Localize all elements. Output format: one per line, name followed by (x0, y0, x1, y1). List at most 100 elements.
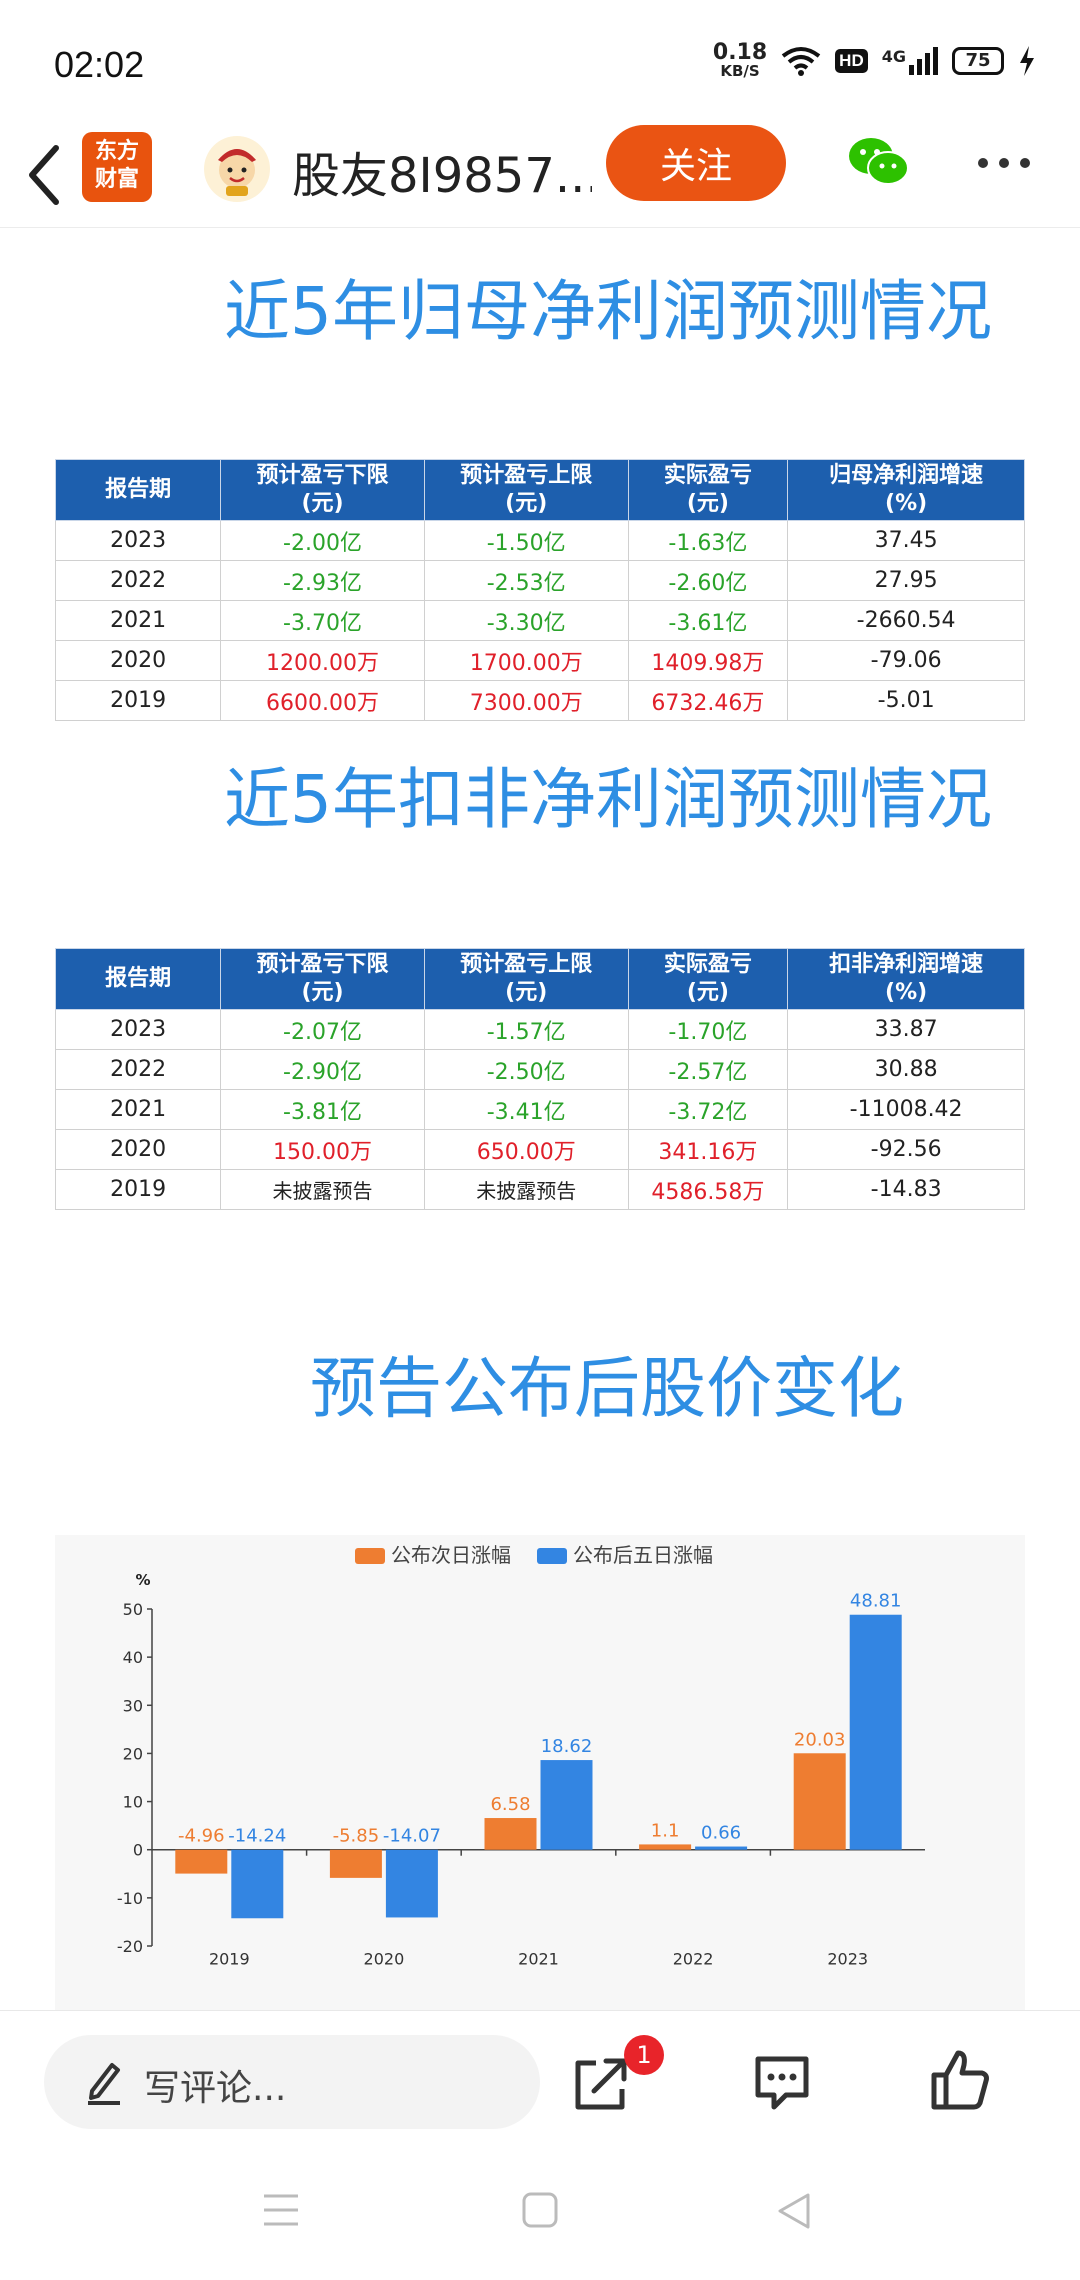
avatar-mascot-icon (218, 149, 256, 196)
y-tick-label: 10 (123, 1793, 143, 1812)
back-icon[interactable] (22, 140, 66, 210)
share-icon[interactable] (572, 2057, 630, 2111)
table-cell: -92.56 (787, 1129, 1025, 1170)
charging-icon (1020, 45, 1034, 76)
logo-line1: 东方 (94, 139, 139, 164)
x-tick-label: 2019 (209, 1950, 250, 1969)
data-label: -5.85 (333, 1826, 380, 1847)
table-cell: 341.16万 (627, 1129, 789, 1170)
bar-next-day (793, 1753, 846, 1850)
table-cell: 6732.46万 (627, 680, 789, 721)
table-cell: 2020 (54, 640, 222, 681)
table-cell: 2019 (54, 680, 222, 721)
username[interactable]: 股友8I9857... (292, 148, 592, 204)
data-label: 1.1 (651, 1820, 680, 1841)
legend-label: 公布后五日涨幅 (573, 1543, 713, 1567)
hd-icon: HD (835, 48, 868, 73)
x-tick-label: 2020 (364, 1950, 405, 1969)
x-tick-label: 2023 (827, 1950, 868, 1969)
table-cell: 2022 (54, 1049, 222, 1090)
table-header-cell: 实际盈亏 (元) (627, 948, 789, 1010)
table-header-cell: 报告期 (54, 948, 222, 1010)
table-cell: -1.57亿 (423, 1009, 629, 1050)
table-header-cell: 实际盈亏 (元) (627, 459, 789, 521)
recent-apps-icon[interactable] (262, 2192, 300, 2228)
table-cell: -14.83 (787, 1169, 1025, 1210)
table-cell: -11008.42 (787, 1089, 1025, 1130)
table-cell: 150.00万 (220, 1129, 425, 1170)
table-cell: 7300.00万 (423, 680, 629, 721)
table-cell: -2.60亿 (627, 560, 789, 601)
avatar[interactable] (204, 136, 270, 202)
table-cell: 27.95 (787, 560, 1025, 601)
table-cell: 650.00万 (423, 1129, 629, 1170)
table-cell: -3.70亿 (220, 600, 425, 641)
table-cell: 2021 (54, 1089, 222, 1130)
table-cell: -1.63亿 (627, 520, 789, 561)
y-tick-label: 40 (123, 1648, 143, 1667)
like-icon[interactable] (930, 2049, 990, 2111)
data-label: 18.62 (541, 1736, 593, 1757)
table-header-cell: 预计盈亏下限 (元) (220, 459, 425, 521)
bar-five-day (231, 1849, 284, 1919)
table-cell: 33.87 (787, 1009, 1025, 1050)
table-cell: 1700.00万 (423, 640, 629, 681)
status-icons: 0.18 KB/S HD 4G 75 (713, 42, 1036, 79)
table-row: 2019 6600.00万 7300.00万 6732.46万 -5.01 (54, 680, 1025, 721)
table-cell: 2023 (54, 520, 222, 561)
table-header-cell: 预计盈亏上限 (元) (423, 948, 629, 1010)
network-type: 4G (881, 46, 906, 66)
y-axis-label: % (135, 1571, 150, 1589)
table-cell: -3.81亿 (220, 1089, 425, 1130)
status-time: 02:02 (54, 44, 145, 85)
table-header-cell: 报告期 (54, 459, 222, 521)
follow-button[interactable]: 关注 (606, 125, 786, 201)
comment-input[interactable]: 写评论... (44, 2035, 540, 2129)
share-count-badge: 1 (624, 2035, 664, 2075)
bar-next-day (484, 1818, 537, 1850)
table-cell: -2.90亿 (220, 1049, 425, 1090)
table-header-cell: 预计盈亏上限 (元) (423, 459, 629, 521)
status-bar: 02:02 0.18 KB/S HD 4G 75 (0, 0, 1080, 120)
y-tick-label: 0 (133, 1841, 143, 1860)
network-speed-value: 0.18 (712, 40, 768, 65)
network-speed-unit: KB/S (720, 62, 760, 80)
data-label: -4.96 (178, 1826, 225, 1847)
table-header-cell: 扣非净利润增速 (%) (787, 948, 1025, 1010)
more-icon[interactable] (976, 156, 1032, 170)
bar-five-day (849, 1614, 902, 1850)
data-label: 20.03 (794, 1729, 846, 1750)
data-label: 0.66 (701, 1823, 741, 1844)
price-change-chart-svg: 公布次日涨幅 公布后五日涨幅% 50 40 30 20 10 0 -10 -20 2019 -4.96… (117, 1543, 925, 1969)
wifi-icon (781, 46, 821, 76)
legend-label: 公布次日涨幅 (391, 1543, 511, 1567)
table-row: 2021 -3.81亿 -3.41亿 -3.72亿 -11008.42 (54, 1089, 1025, 1130)
bottom-action-bar: 写评论... 1 (0, 2010, 1080, 2150)
logo-line2: 财富 (94, 167, 139, 192)
legend-swatch (355, 1548, 385, 1564)
app-logo[interactable]: 东方 财富 (82, 132, 152, 202)
price-change-chart: 公布次日涨幅 公布后五日涨幅% 50 40 30 20 10 0 -10 -20 2019 -4.96… (55, 1535, 1025, 2015)
table-cell: 37.45 (787, 520, 1025, 561)
home-icon[interactable] (522, 2192, 558, 2228)
net-profit-forecast-table: 报告期 预计盈亏下限 (元) 预计盈亏上限 (元) 实际盈亏 (元) 归母净利润增速 (… (54, 459, 1025, 721)
table-cell: 1409.98万 (627, 640, 789, 681)
table-cell: -2.00亿 (220, 520, 425, 561)
bar-five-day (540, 1760, 593, 1850)
table-cell: -3.72亿 (627, 1089, 789, 1130)
system-back-icon[interactable] (776, 2192, 812, 2230)
table-row: 2019 未披露预告 未披露预告 4586.58万 -14.83 (54, 1169, 1025, 1210)
bar-next-day (175, 1849, 228, 1874)
section-title-deducted-profit: 近5年扣非净利润预测情况 (224, 761, 992, 838)
bar-five-day (385, 1849, 438, 1918)
data-label: -14.07 (383, 1826, 441, 1847)
table-cell: -2.53亿 (423, 560, 629, 601)
table-cell: -2.07亿 (220, 1009, 425, 1050)
table-cell: -1.50亿 (423, 520, 629, 561)
wechat-icon[interactable] (846, 134, 910, 190)
table-cell: 1200.00万 (220, 640, 425, 681)
table-cell: 2019 (54, 1169, 222, 1210)
x-tick-label: 2022 (673, 1950, 714, 1969)
comment-icon[interactable] (752, 2053, 812, 2111)
battery-icon: 75 (952, 46, 1004, 75)
